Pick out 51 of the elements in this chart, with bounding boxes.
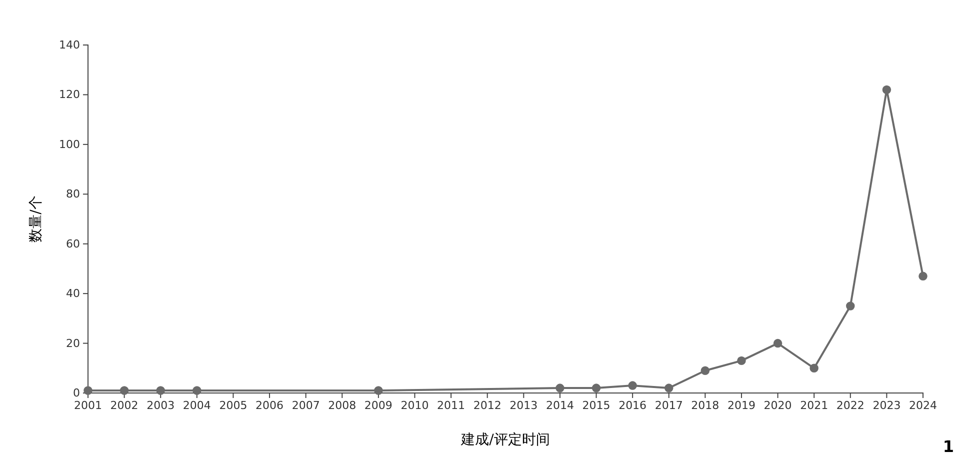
x-tick-label: 2018 [691,398,720,412]
text: 1 [942,437,954,456]
x-tick-label: 2011 [437,398,466,412]
x-tick-label: 2008 [328,398,356,412]
point [846,302,855,310]
x-tick-label: 2006 [256,398,284,412]
x-tick-label: 2003 [146,398,175,412]
x-tick-label: 2004 [182,398,211,412]
point [773,338,782,348]
x-tick-label: 2019 [727,398,756,412]
point [810,364,818,373]
x-tick-label: 2010 [400,398,429,412]
x-tick-label: 2016 [618,398,647,412]
y-tick-label: 100 [59,138,80,151]
point [628,381,637,390]
point [374,386,383,395]
x-tick-label: 2023 [872,398,901,412]
point [120,386,129,395]
y-tick-label: 20 [66,336,80,350]
x-tick-label: 2002 [110,398,138,412]
point [556,384,564,392]
point [664,384,674,392]
y-axis-title: 数量/个 [28,196,44,242]
y-tick-label: 40 [66,287,80,300]
x-tick-label: 2014 [546,398,574,412]
x-tick-label: 2015 [582,398,610,412]
y-tick-label: 80 [66,188,80,201]
x-tick-label: 2022 [836,398,864,412]
x-tick-label: 2012 [473,398,502,412]
y-tick-label: 60 [66,237,80,250]
y-tick-label: 120 [59,88,80,102]
y-tick-label: 0 [73,386,80,400]
x-tick-label: 2020 [764,398,792,412]
x-tick-label: 2017 [654,398,683,412]
point [192,386,202,395]
x-tick-label: 2009 [364,398,392,412]
point [882,85,892,94]
point [84,386,92,395]
x-tick-label: 2001 [74,398,102,412]
x-tick-label: 2021 [800,398,828,412]
y-tick-label: 140 [59,38,80,52]
point [918,272,928,281]
x-tick-label: 2013 [510,398,538,412]
x-tick-label: 2024 [909,398,937,412]
x-tick-label: 2005 [219,398,248,412]
point [737,356,746,366]
point [700,366,710,375]
point [592,384,601,392]
x-axis-title: 建成/评定时间 [460,432,550,448]
x-tick-label: 2007 [292,398,320,412]
point [156,386,165,395]
